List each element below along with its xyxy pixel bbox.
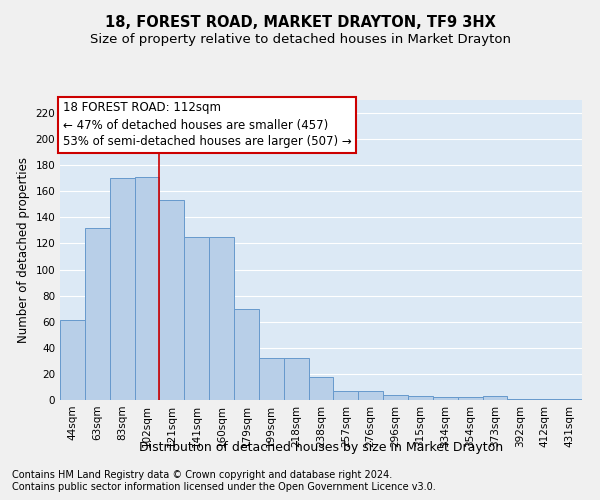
Bar <box>85 228 110 400</box>
Bar <box>508 398 532 400</box>
Text: 18, FOREST ROAD, MARKET DRAYTON, TF9 3HX: 18, FOREST ROAD, MARKET DRAYTON, TF9 3HX <box>104 15 496 30</box>
Text: Size of property relative to detached houses in Market Drayton: Size of property relative to detached ho… <box>89 32 511 46</box>
Bar <box>60 320 85 400</box>
Bar <box>134 177 160 400</box>
Text: Contains public sector information licensed under the Open Government Licence v3: Contains public sector information licen… <box>12 482 436 492</box>
Bar <box>234 308 259 400</box>
Text: Contains HM Land Registry data © Crown copyright and database right 2024.: Contains HM Land Registry data © Crown c… <box>12 470 392 480</box>
Bar <box>482 396 508 400</box>
Bar <box>209 237 234 400</box>
Bar <box>358 391 383 400</box>
Text: Distribution of detached houses by size in Market Drayton: Distribution of detached houses by size … <box>139 441 503 454</box>
Bar <box>383 395 408 400</box>
Bar <box>308 376 334 400</box>
Bar <box>433 398 458 400</box>
Bar <box>259 358 284 400</box>
Bar <box>532 398 557 400</box>
Bar <box>334 391 358 400</box>
Y-axis label: Number of detached properties: Number of detached properties <box>17 157 30 343</box>
Bar <box>160 200 184 400</box>
Bar <box>284 358 308 400</box>
Bar <box>184 237 209 400</box>
Text: 18 FOREST ROAD: 112sqm
← 47% of detached houses are smaller (457)
53% of semi-de: 18 FOREST ROAD: 112sqm ← 47% of detached… <box>62 102 352 148</box>
Bar <box>110 178 134 400</box>
Bar <box>458 398 482 400</box>
Bar <box>408 396 433 400</box>
Bar <box>557 398 582 400</box>
